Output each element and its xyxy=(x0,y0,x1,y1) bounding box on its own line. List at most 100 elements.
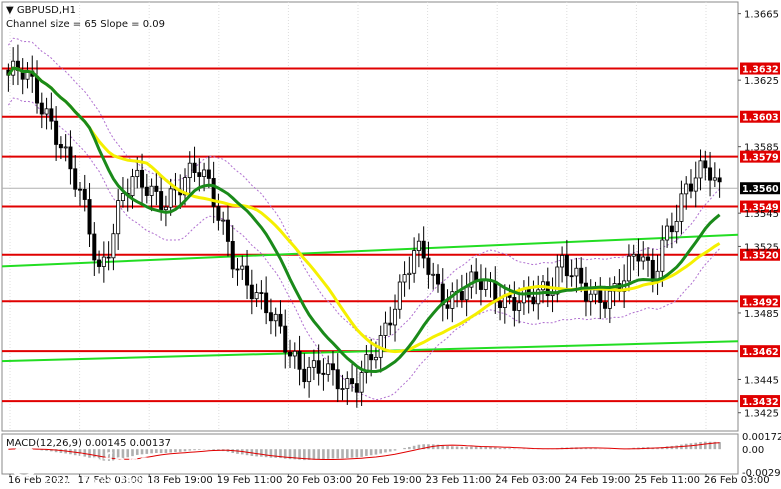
price-tick-label: 1.3525 xyxy=(744,242,779,253)
candle-body xyxy=(483,280,488,290)
indicator-header: Channel size = 65 Slope = 0.09 xyxy=(6,19,165,30)
candle-body xyxy=(307,366,312,383)
candle-body xyxy=(154,185,159,192)
candle-body xyxy=(211,178,216,207)
price-tick-label: 1.3585 xyxy=(744,143,779,154)
candle-body xyxy=(354,383,359,393)
time-tick-label: 18 Feb 19:00 xyxy=(147,475,213,486)
level-label: 1.3579 xyxy=(742,153,779,164)
candle-body xyxy=(58,144,63,149)
level-label-box xyxy=(740,345,780,358)
candle-body xyxy=(73,168,78,190)
candle-body xyxy=(116,200,121,235)
candle-body xyxy=(531,296,536,305)
candle-body xyxy=(168,188,173,208)
candle-body xyxy=(225,219,230,242)
candle-body xyxy=(717,177,722,183)
candle-body xyxy=(268,312,273,322)
candle-body xyxy=(197,172,202,177)
instaforex-logo-icon xyxy=(8,446,40,478)
candle-body xyxy=(130,176,135,197)
candle-body xyxy=(192,162,197,174)
instaforex-watermark: instaforex Instant Forex Trading xyxy=(8,446,167,487)
candle-body xyxy=(54,120,59,145)
candle-body xyxy=(235,268,240,271)
time-tick-label: 20 Feb 03:00 xyxy=(286,475,352,486)
time-tick-label: 24 Feb 03:00 xyxy=(495,475,561,486)
macd-series: 0.00172 0.00 -0.00298 xyxy=(8,432,781,479)
candle-body xyxy=(202,169,207,177)
level-label-box xyxy=(740,62,780,75)
candle-body xyxy=(278,313,283,327)
candle-body xyxy=(182,177,187,196)
level-label-box xyxy=(740,110,780,123)
candle-body xyxy=(560,255,565,268)
candle-body xyxy=(588,293,593,302)
candle-body xyxy=(364,354,369,373)
level-label: 1.3632 xyxy=(742,65,779,76)
candle-body xyxy=(498,301,503,308)
candle-body xyxy=(517,302,522,311)
candle-body xyxy=(39,102,44,115)
envelope-upper xyxy=(7,37,720,341)
level-label: 1.3549 xyxy=(742,203,779,214)
candle-body xyxy=(631,253,636,257)
candle-body xyxy=(311,360,316,368)
candle-body xyxy=(459,290,464,301)
candle-body xyxy=(206,169,211,179)
price-tick-label: 1.3625 xyxy=(744,76,779,87)
candle-body xyxy=(650,259,655,282)
candle-body xyxy=(564,255,569,277)
watermark-brand: instaforex xyxy=(42,448,167,477)
candle-body xyxy=(101,256,106,267)
candle-body xyxy=(288,351,293,357)
ma-green-line xyxy=(7,66,721,374)
candle-body xyxy=(326,363,331,375)
candle-body xyxy=(35,75,40,104)
price-panel xyxy=(1,1,739,432)
candle-body xyxy=(230,241,235,270)
candle-body xyxy=(335,369,340,390)
candle-body xyxy=(603,302,608,309)
time-tick-label: 19 Feb 11:00 xyxy=(217,475,283,486)
candle-body xyxy=(435,273,440,285)
level-label-box xyxy=(740,295,780,308)
candle-body xyxy=(593,289,598,295)
candle-body xyxy=(536,289,541,305)
candle-body xyxy=(321,372,326,375)
candle-body xyxy=(641,256,646,262)
moving-averages xyxy=(7,66,721,374)
candle-body xyxy=(283,325,288,353)
candle-body xyxy=(693,177,698,192)
price-tick-label: 1.3545 xyxy=(744,209,779,220)
candle-body xyxy=(688,183,693,192)
time-tick-label: 20 Feb 19:00 xyxy=(356,475,422,486)
candle-body xyxy=(574,267,579,277)
price-tick-label: 1.3445 xyxy=(744,375,779,386)
candle-body xyxy=(412,250,417,274)
candle-body xyxy=(149,185,154,196)
candle-body xyxy=(259,292,264,294)
level-label-box xyxy=(740,248,780,261)
candle-body xyxy=(636,253,641,262)
candle-body xyxy=(345,378,350,389)
time-tick-label: 26 Feb 03:00 xyxy=(704,475,770,486)
candle-body xyxy=(407,272,412,276)
candle-body xyxy=(92,233,97,261)
envelope-lines xyxy=(7,37,720,401)
current-price-label: 1.3560 xyxy=(742,184,779,195)
candle-body xyxy=(106,256,111,259)
time-tick-label: 25 Feb 11:00 xyxy=(634,475,700,486)
candle-body xyxy=(221,219,226,222)
candle-body xyxy=(273,313,278,322)
ma-yellow-line xyxy=(7,66,721,354)
macd-tick-label: 0.00172 xyxy=(742,432,781,443)
candle-body xyxy=(579,267,584,284)
candle-body xyxy=(426,257,431,275)
level-label-box xyxy=(740,150,780,163)
candle-body xyxy=(111,233,116,259)
candle-body xyxy=(302,368,307,383)
candle-body xyxy=(569,275,574,278)
candle-body xyxy=(450,291,455,309)
